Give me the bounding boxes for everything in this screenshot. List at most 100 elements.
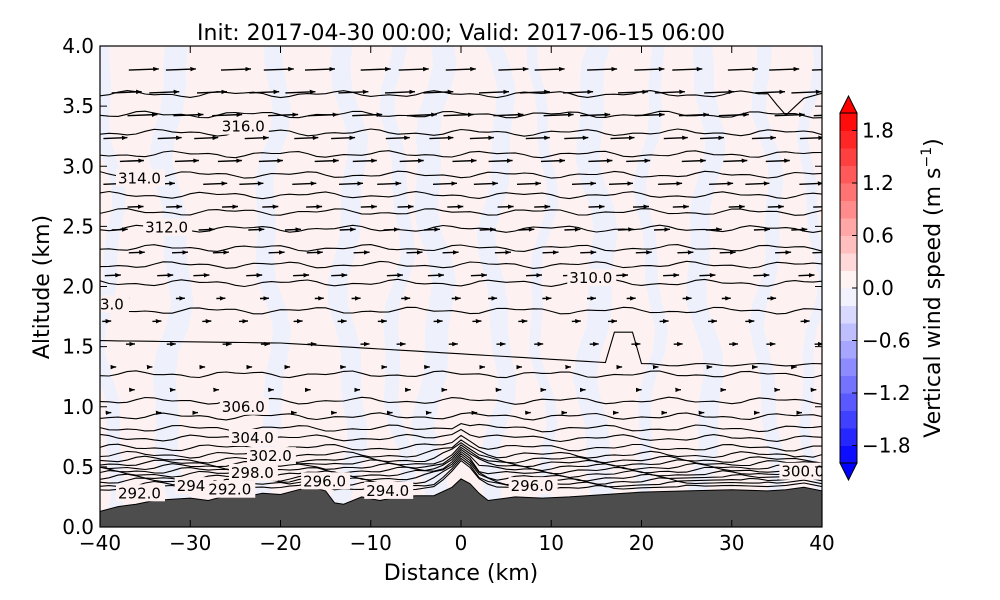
isentrope-line <box>100 453 822 482</box>
wind-vector <box>406 112 437 117</box>
wind-vector <box>429 135 454 141</box>
wind-vector <box>149 89 180 95</box>
colorbar-segment <box>840 375 857 394</box>
colorbar-segment <box>840 288 857 306</box>
chart-title: Init: 2017-04-30 00:00; Valid: 2017-06-1… <box>197 21 725 46</box>
contour-label: 306.0 <box>222 398 265 416</box>
wind-vector <box>331 135 356 141</box>
isentrope-line <box>100 260 822 269</box>
wind-vector <box>516 181 542 186</box>
x-tick-label: 30 <box>719 531 744 555</box>
wind-vector <box>775 250 792 255</box>
wind-vector <box>798 273 815 278</box>
wind-vector <box>128 66 159 72</box>
wind-vector <box>423 89 454 95</box>
wind-vector <box>751 135 776 141</box>
contour-label-background <box>219 397 269 415</box>
downdraft-band <box>149 46 195 521</box>
wind-vector <box>626 158 651 163</box>
isentrope-line <box>100 450 822 479</box>
isentrope-line <box>100 446 822 472</box>
colorbar-tick-label: 0.0 <box>862 276 894 300</box>
wind-vector <box>534 66 565 72</box>
x-axis: −40 −30 −20 −10 0 10 20 30 40 <box>79 46 835 555</box>
colorbar-tick-label: 1.2 <box>862 171 894 195</box>
wind-vector <box>103 135 128 141</box>
contour-label: 300.0 <box>781 463 824 481</box>
wind-vector <box>723 158 748 163</box>
wind-vector <box>445 66 476 72</box>
wind-vector <box>608 181 634 186</box>
contour-label-background <box>246 447 296 465</box>
isentrope-line <box>100 412 822 421</box>
x-tick-label: 40 <box>809 531 834 555</box>
y-tick-label: 1.0 <box>62 395 94 419</box>
contour-label-background <box>219 117 269 135</box>
colorbar-segment <box>840 340 857 359</box>
wind-vector <box>525 135 550 141</box>
contour-label: 296.0 <box>511 477 554 495</box>
wind-vector <box>580 250 597 255</box>
wind-vector <box>580 112 611 117</box>
wind-vector <box>543 112 574 117</box>
wind-vector <box>427 273 444 278</box>
colorbar-segment <box>840 148 857 166</box>
wind-vector <box>769 66 800 72</box>
contour-label: 314.0 <box>118 169 161 187</box>
wind-vector <box>564 135 589 141</box>
wind-vector <box>338 181 364 186</box>
wind-vector <box>220 66 252 72</box>
wind-vector <box>314 158 339 163</box>
colorbar-segment <box>840 165 857 184</box>
wind-vector <box>212 250 229 255</box>
contour-label-background <box>143 218 193 236</box>
wind-vector <box>397 204 414 209</box>
wind-vector <box>268 112 299 117</box>
wind-vector <box>634 112 665 117</box>
colorbar-extend-max <box>839 94 858 114</box>
colorbar-segment <box>840 323 857 341</box>
wind-vector <box>166 204 183 209</box>
wind-vector <box>442 250 459 255</box>
isentrope-line <box>100 190 822 200</box>
wind-vector <box>588 204 605 209</box>
wind-vector <box>306 250 323 255</box>
colorbar-segment <box>840 253 857 271</box>
wind-vector <box>268 250 285 255</box>
wind-vector <box>249 89 280 95</box>
wind-vector <box>610 135 635 141</box>
wind-vector <box>699 135 725 141</box>
colorbar-segment <box>840 270 857 289</box>
wind-vector <box>423 227 440 232</box>
wind-vector <box>338 89 369 95</box>
wind-vector <box>519 89 550 95</box>
wind-vector <box>658 181 683 186</box>
wind-vector <box>308 112 339 117</box>
y-tick-label: 0.0 <box>62 515 94 539</box>
wind-vector <box>534 204 551 209</box>
x-tick-label: 20 <box>629 531 654 555</box>
contour-label: 3.0 <box>100 296 124 314</box>
wind-vector <box>479 227 496 232</box>
wind-vector <box>171 250 189 255</box>
wind-vector <box>678 112 709 117</box>
wind-vector <box>292 181 317 186</box>
wind-vector <box>194 135 219 141</box>
colorbar-extend-min <box>839 462 858 482</box>
wind-vector <box>469 135 494 141</box>
y-tick-label: 2.5 <box>62 214 94 238</box>
downdraft-band <box>251 46 292 521</box>
isentrope-line <box>100 150 822 159</box>
colorbar-segment <box>840 130 857 149</box>
wind-vector <box>306 204 323 209</box>
colorbar-segment <box>840 235 857 254</box>
wind-vector <box>564 227 581 232</box>
contour-label: 310.0 <box>569 269 612 287</box>
isentrope-line <box>100 370 822 379</box>
wind-vector <box>432 181 458 186</box>
isentrope-line <box>100 331 822 367</box>
colorbar-segment <box>840 428 857 446</box>
wind-vector <box>339 227 356 232</box>
wind-vector <box>799 135 822 141</box>
